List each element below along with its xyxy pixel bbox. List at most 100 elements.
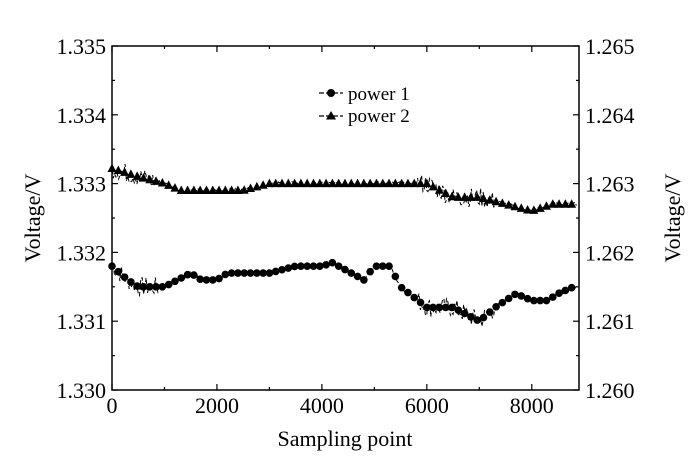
data-point-triangle [157,178,167,187]
data-point-circle [435,303,444,312]
data-point-circle [215,274,223,283]
data-point-circle [139,283,148,291]
data-point-circle [246,269,255,277]
y-left-tick-label: 1.334 [57,103,107,128]
data-point-triangle [271,178,281,188]
data-point-triangle [340,178,350,188]
y-left-tick-label: 1.330 [57,378,107,403]
data-point-triangle [113,165,123,174]
data-point-circle [158,283,167,291]
data-point-triangle [422,178,432,188]
data-point-triangle [346,178,356,188]
data-point-circle [259,269,267,277]
data-point-triangle [416,178,426,188]
x-tick-labels: 0 2000 4000 6000 8000 [107,393,554,418]
data-point-triangle [365,178,375,188]
data-point-triangle [164,180,174,189]
data-point-circle [353,272,362,281]
y-right-tick-labels: 1.260 1.261 1.262 1.263 1.264 1.265 [585,34,635,403]
data-point-triangle [554,199,564,208]
data-point-triangle [189,185,199,194]
data-point-circle [240,269,249,277]
data-point-circle [171,277,179,286]
data-point-circle [202,276,211,284]
data-point-triangle [296,178,306,188]
data-point-circle [145,283,154,291]
data-point-circle [290,262,299,271]
data-point-circle [366,267,374,276]
data-point-circle [567,283,576,292]
data-point-circle [328,258,337,267]
data-point-circle [548,293,557,301]
data-point-triangle [472,192,482,201]
data-point-circle [485,308,494,316]
data-point-triangle [195,185,205,194]
data-point-circle [423,303,431,312]
data-point-triangle [145,174,155,184]
y-right-tick-label: 1.261 [585,309,635,334]
y-right-tick-label: 1.260 [585,378,635,403]
data-point-circle [183,270,192,279]
data-point-triangle [334,178,344,188]
data-point-circle [536,296,544,305]
data-point-circle [492,302,500,311]
y-left-tick-label: 1.335 [57,34,107,59]
data-point-triangle [201,185,211,194]
data-point-triangle [220,185,230,194]
data-point-circle [234,269,242,277]
data-point-circle [504,294,513,303]
data-point-triangle [434,185,444,194]
data-point-triangle [277,178,287,188]
data-point-circle [360,276,368,284]
data-point-triangle [151,176,161,185]
x-tick-label: 2000 [195,393,239,418]
data-point-triangle [485,195,495,204]
data-point-triangle [132,171,142,180]
y-right-axis-label: Voltage/V [660,173,685,262]
x-tick-label: 4000 [300,393,344,418]
series-power-1 [108,258,577,327]
data-point-triangle [523,205,533,214]
series-power-2 [107,163,577,214]
data-point-triangle [302,178,312,188]
data-point-circle [530,296,538,305]
data-point-circle [265,269,274,277]
data-point-triangle [321,178,331,188]
data-point-circle [372,262,381,270]
data-point-circle [378,262,387,270]
data-point-triangle [403,178,413,188]
data-point-circle [208,276,217,284]
data-point-triangle [453,192,463,201]
data-point-circle [467,312,475,321]
data-point-circle [479,313,488,322]
data-point-circle [177,274,186,282]
data-marks [107,163,577,327]
y-left-tick-label: 1.331 [57,309,107,334]
data-point-triangle [290,178,300,188]
data-point-triangle [371,178,381,188]
data-point-triangle [378,178,388,188]
y-right-tick-label: 1.264 [585,103,635,128]
data-point-circle [542,296,551,305]
data-point-circle [152,283,160,291]
data-point-triangle [120,167,130,176]
data-point-circle [303,262,311,270]
data-point-circle [253,269,261,277]
data-point-circle [278,265,286,274]
data-point-triangle [183,185,193,194]
x-tick-label: 6000 [405,393,449,418]
data-point-triangle [447,191,457,201]
y-right-tick-label: 1.265 [585,34,635,59]
data-point-circle [347,269,356,277]
data-point-triangle [208,185,218,194]
data-point-circle [341,265,349,274]
data-point-triangle [258,180,268,189]
data-point-circle [448,303,456,312]
data-point-triangle [233,185,243,194]
data-point-triangle [283,178,293,188]
data-point-circle [221,270,230,279]
data-point-circle [454,306,463,314]
data-point-circle [511,290,519,299]
data-point-circle [561,286,570,295]
data-point-triangle [359,178,369,188]
